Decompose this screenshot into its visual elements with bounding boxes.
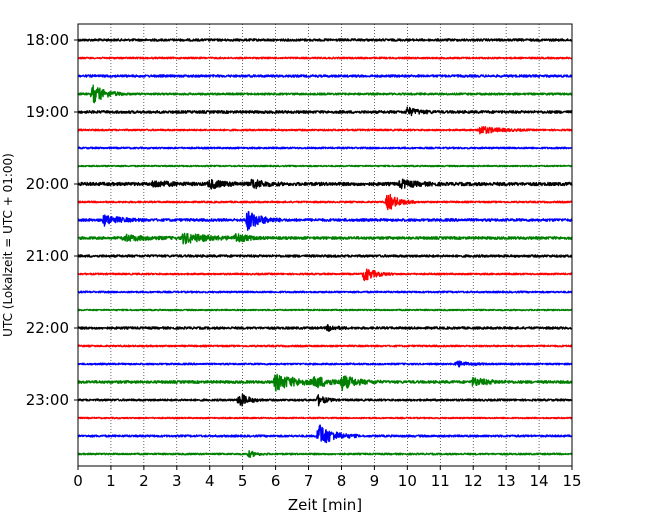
x-tick-label: 14 [530,472,549,490]
trace-line [77,449,573,458]
trace-line [77,38,573,42]
x-tick-label: 11 [431,472,450,490]
y-tick-label: 23:00 [26,391,69,409]
trace-line [77,424,573,444]
trace-line [77,308,573,312]
x-tick-label: 0 [73,472,83,490]
y-tick-label: 20:00 [26,175,69,193]
trace-line [77,254,573,258]
x-tick-label: 3 [172,472,182,490]
x-tick-label: 9 [370,472,380,490]
x-tick-label: 5 [238,472,248,490]
trace-line [77,268,573,282]
x-tick-label: 13 [497,472,516,490]
x-tick-label: 8 [337,472,347,490]
y-tick-label: 22:00 [26,319,69,337]
trace-line [77,126,573,135]
plot-area [78,24,572,466]
trace-line [77,178,573,190]
trace-group [77,38,573,458]
trace-line [77,164,573,168]
y-tick-label: 21:00 [26,247,69,265]
trace-line [77,416,573,420]
x-tick-label: 7 [304,472,314,490]
trace-line [77,360,573,368]
y-axis-ticks: 18:00 19:00 20:00 21:00 22:00 23:00 [26,31,78,409]
trace-line [77,56,573,60]
x-tick-label: 1 [106,472,116,490]
x-tick-label: 12 [464,472,483,490]
trace-line [77,373,573,392]
x-tick-label: 6 [271,472,281,490]
trace-line [77,344,573,348]
x-tick-label: 4 [205,472,215,490]
trace-line [77,290,573,294]
x-tick-label: 15 [562,472,581,490]
trace-line [77,74,573,78]
trace-line [77,84,573,104]
x-tick-label: 10 [398,472,417,490]
trace-line [77,193,573,211]
y-tick-label: 18:00 [26,31,69,49]
trace-line [77,146,573,150]
trace-line [77,232,573,245]
plot-frame [77,23,573,467]
trace-line [77,393,573,407]
x-tick-label: 2 [139,472,149,490]
trace-line [77,106,573,117]
x-axis-ticks: 0 1 2 3 4 5 6 7 8 9 10 11 12 13 14 15 [73,466,582,490]
trace-line [77,210,573,231]
y-tick-label: 19:00 [26,103,69,121]
x-axis-label: Zeit [min] [288,496,362,514]
y-axis-label: UTC (Lokalzeit = UTC + 01:00) [1,153,15,337]
trace-line [77,324,573,332]
